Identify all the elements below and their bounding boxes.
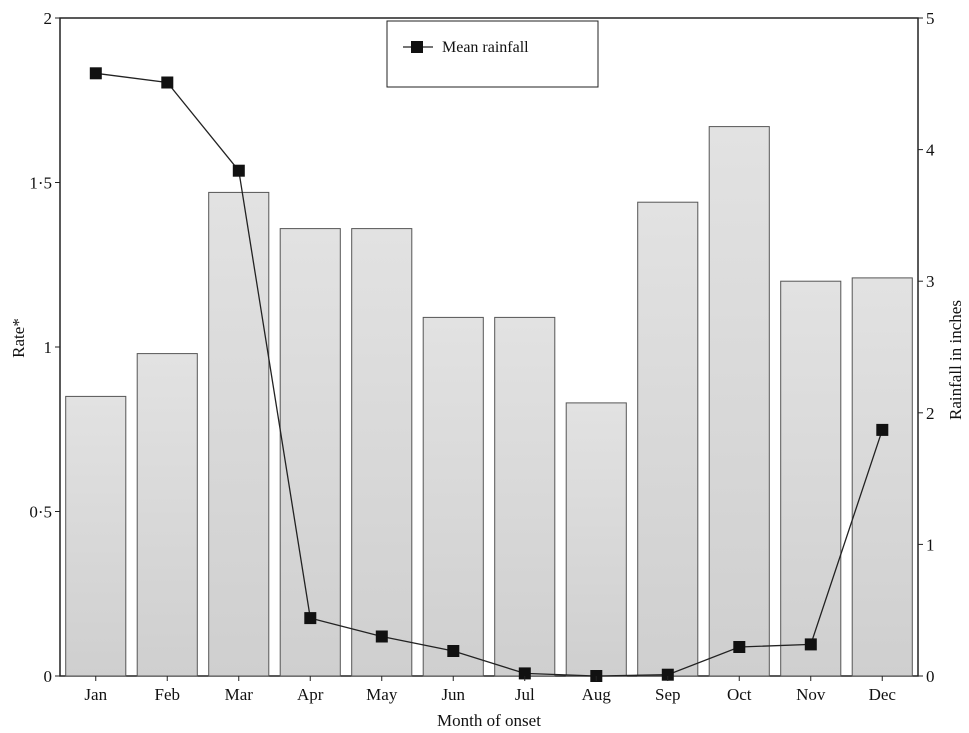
x-axis-ticks: Jan Feb Mar Apr May Jun Jul Aug Sep Oct Nov Dec [84, 676, 896, 704]
right-tick-label: 0 [926, 667, 935, 686]
bar-jan [65, 395, 127, 677]
bar-dec [851, 277, 913, 677]
legend-marker-icon [411, 41, 423, 53]
bar-feb [136, 353, 198, 677]
rainfall-point-nov [804, 638, 817, 651]
rainfall-point-apr [304, 612, 317, 625]
bar-oct [708, 126, 770, 677]
rainfall-point-feb [161, 76, 174, 89]
x-axis-title: Month of onset [437, 711, 541, 730]
bar-nov [780, 280, 842, 677]
left-tick-label: 1 [44, 338, 53, 357]
bar-apr [279, 228, 341, 677]
bar-sep [637, 201, 699, 677]
right-tick-label: 3 [926, 272, 935, 291]
rainfall-point-mar [232, 164, 245, 177]
x-tick-label: Dec [869, 685, 897, 704]
right-axis-ticks: 0 1 2 3 4 5 [918, 9, 935, 686]
left-tick-label: 0·5 [29, 503, 52, 522]
right-tick-label: 5 [926, 9, 935, 28]
bar-may [351, 228, 413, 677]
rainfall-point-oct [733, 641, 746, 653]
right-tick-label: 4 [926, 141, 935, 160]
bar-jun [422, 316, 484, 677]
bar-aug [565, 402, 627, 677]
left-axis-title: Rate* [9, 318, 28, 358]
rainfall-point-sep [661, 668, 674, 681]
x-tick-label: Jun [441, 685, 465, 704]
x-tick-label: Mar [225, 685, 254, 704]
x-tick-label: Apr [297, 685, 324, 704]
right-tick-label: 2 [926, 404, 935, 423]
left-tick-label: 1·5 [29, 174, 52, 193]
x-tick-label: Jan [84, 685, 107, 704]
bar-mar [208, 191, 270, 677]
rainfall-point-jul [518, 667, 531, 680]
x-tick-label: Aug [582, 685, 612, 704]
x-tick-label: May [366, 685, 398, 704]
x-tick-label: Feb [155, 685, 181, 704]
rainfall-point-jan [89, 67, 102, 80]
x-tick-label: Jul [515, 685, 535, 704]
x-tick-label: Sep [655, 685, 681, 704]
legend-box [386, 20, 599, 88]
legend: Mean rainfall [386, 20, 599, 88]
x-tick-label: Nov [796, 685, 826, 704]
right-tick-label: 1 [926, 535, 935, 554]
left-tick-label: 0 [44, 667, 53, 686]
bar-series [65, 126, 913, 677]
bar-jul [494, 316, 556, 677]
left-axis-ticks: 0 0·5 1 1·5 2 [29, 9, 60, 686]
rainfall-series [89, 67, 889, 682]
right-axis-title: Rainfall in inches [946, 300, 965, 420]
x-tick-label: Oct [727, 685, 752, 704]
rainfall-point-may [375, 630, 388, 643]
legend-label: Mean rainfall [442, 39, 529, 56]
rainfall-point-dec [876, 423, 889, 436]
rainfall-point-jun [447, 645, 460, 657]
rainfall-line [95, 72, 883, 677]
left-tick-label: 2 [44, 9, 53, 28]
